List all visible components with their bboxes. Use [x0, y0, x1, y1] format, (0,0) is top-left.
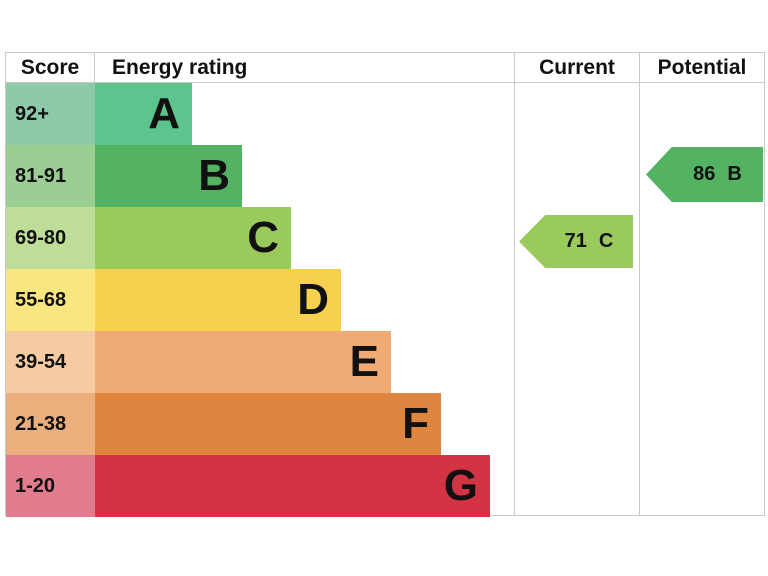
- rating-letter-e: E: [349, 337, 379, 386]
- score-label-d: 55-68: [15, 288, 67, 311]
- score-label-e: 39-54: [15, 350, 67, 373]
- band-row-c: 69-80 C: [6, 207, 764, 269]
- rating-bar-a: A: [95, 83, 192, 145]
- rating-letter-a: A: [148, 89, 180, 138]
- header-current-label: Current: [539, 55, 615, 79]
- potential-rating-value: 86: [693, 163, 716, 185]
- potential-rating-band: B: [727, 163, 742, 185]
- energy-rating-chart: Score Energy rating Current Potential 92…: [5, 52, 765, 517]
- rating-letter-g: G: [443, 461, 478, 510]
- header-score-label: Score: [20, 55, 80, 79]
- rating-letter-b: B: [198, 151, 230, 200]
- rating-bar-e: E: [95, 331, 391, 393]
- rating-letter-c: C: [247, 213, 279, 262]
- potential-column-divider: [639, 83, 640, 515]
- rating-bar-g: G: [95, 455, 490, 517]
- header-potential-label: Potential: [657, 55, 747, 79]
- rating-letter-f: F: [402, 399, 429, 448]
- score-cell-f: 21-38: [6, 393, 95, 455]
- band-row-d: 55-68 D: [6, 269, 764, 331]
- header-current: Current: [514, 53, 639, 82]
- current-rating-arrow: 71 C: [519, 215, 633, 268]
- score-cell-d: 55-68: [6, 269, 95, 331]
- rating-bar-c: C: [95, 207, 291, 269]
- rating-bar-d: D: [95, 269, 341, 331]
- current-column-divider: [514, 83, 515, 515]
- score-label-b: 81-91: [15, 164, 67, 187]
- band-row-e: 39-54 E: [6, 331, 764, 393]
- chart-body: 92+ A 81-91 B 69-80 C 55-68: [6, 83, 764, 517]
- current-rating-band: C: [598, 230, 614, 252]
- header-potential: Potential: [639, 53, 764, 82]
- header-energy-rating: Energy rating: [95, 53, 514, 82]
- rating-letter-d: D: [297, 275, 329, 324]
- score-label-c: 69-80: [15, 226, 67, 249]
- score-label-a: 92+: [15, 102, 49, 125]
- potential-rating-arrow: 86 B: [646, 147, 763, 202]
- score-cell-c: 69-80: [6, 207, 95, 269]
- band-row-f: 21-38 F: [6, 393, 764, 455]
- band-row-a: 92+ A: [6, 83, 764, 145]
- table-header: Score Energy rating Current Potential: [6, 53, 764, 83]
- score-cell-a: 92+: [6, 83, 95, 145]
- current-rating-value: 71: [564, 230, 587, 252]
- score-cell-g: 1-20: [6, 455, 95, 517]
- score-label-f: 21-38: [15, 412, 67, 435]
- header-energy-rating-label: Energy rating: [112, 55, 248, 79]
- rating-bar-f: F: [95, 393, 441, 455]
- score-cell-b: 81-91: [6, 145, 95, 207]
- rating-bar-b: B: [95, 145, 242, 207]
- header-score: Score: [6, 53, 95, 82]
- band-row-g: 1-20 G: [6, 455, 764, 517]
- score-label-g: 1-20: [15, 474, 56, 497]
- score-cell-e: 39-54: [6, 331, 95, 393]
- band-row-b: 81-91 B: [6, 145, 764, 207]
